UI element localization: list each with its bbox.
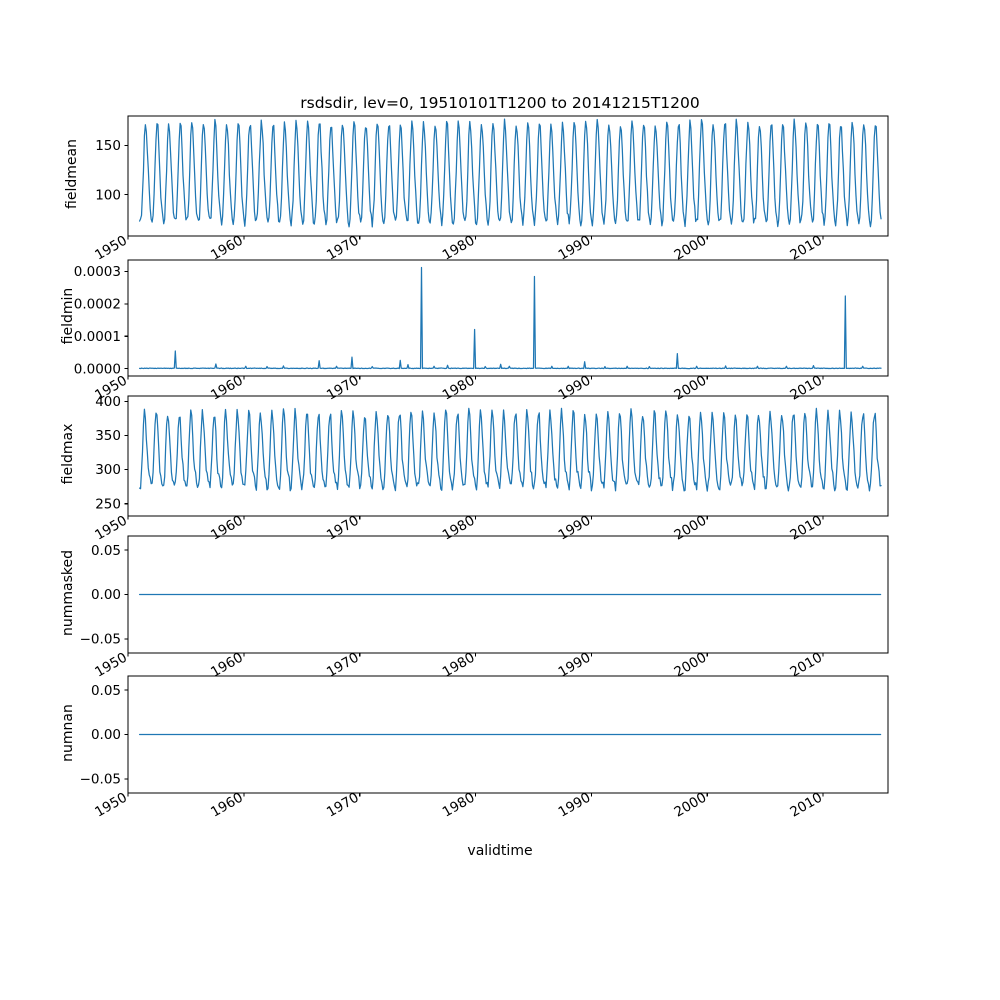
x-tick-label: 2000 [672, 650, 710, 681]
y-tick-label: −0.05 [80, 631, 121, 647]
data-line-fieldmin [138, 266, 882, 370]
y-tick-label: 100 [95, 187, 121, 203]
x-tick-label: 1980 [440, 373, 478, 404]
data-line-fieldmean [138, 118, 882, 228]
x-tick-label: 1970 [324, 790, 362, 821]
y-tick-label: 0.05 [91, 683, 121, 699]
x-tick-label: 1980 [440, 790, 478, 821]
x-tick-label: 1960 [208, 233, 246, 264]
data-line-fieldmax [138, 407, 882, 492]
y-tick-label: 150 [95, 138, 121, 154]
y-tick-label: −0.05 [80, 771, 121, 787]
y-tick-label: 300 [95, 462, 121, 478]
y-tick-label: 0.05 [91, 543, 121, 559]
y-axis-label-fieldmax: fieldmax [60, 423, 76, 485]
y-tick-label: 250 [95, 496, 121, 512]
y-axis-label-fieldmean: fieldmean [64, 139, 80, 209]
x-tick-label: 2010 [787, 373, 825, 404]
x-tick-label: 2000 [672, 790, 710, 821]
y-axis-label-fieldmin: fieldmin [60, 287, 76, 345]
axes-frame [127, 259, 889, 377]
x-tick-label: 1980 [440, 233, 478, 264]
y-tick-label: 0.00 [91, 727, 121, 743]
x-tick-label: 1970 [324, 233, 362, 264]
x-tick-label: 2010 [787, 790, 825, 821]
axes-frame [127, 395, 889, 517]
y-tick-label: 0.0000 [74, 361, 121, 377]
x-tick-label: 2000 [672, 233, 710, 264]
x-tick-label: 1960 [208, 373, 246, 404]
x-tick-label: 1980 [440, 513, 478, 544]
x-tick-label: 1950 [92, 650, 130, 681]
x-tick-label: 1980 [440, 650, 478, 681]
y-tick-label: 0.0003 [74, 264, 121, 280]
x-tick-label: 1990 [556, 513, 594, 544]
figure-title: rsdsdir, lev=0, 19510101T1200 to 2014121… [300, 94, 700, 112]
y-axis-label-nummasked: nummasked [60, 549, 76, 636]
x-tick-label: 1960 [208, 790, 246, 821]
x-tick-label: 1970 [324, 373, 362, 404]
x-tick-label: 1960 [208, 513, 246, 544]
axes-frame [127, 115, 889, 237]
x-tick-label: 1970 [324, 650, 362, 681]
x-tick-label: 2000 [672, 373, 710, 404]
x-tick-label: 1950 [92, 790, 130, 821]
x-tick-label: 2000 [672, 513, 710, 544]
axes-frame [127, 535, 889, 654]
y-axis-label-numnan: numnan [60, 703, 76, 762]
x-tick-label: 2010 [787, 650, 825, 681]
x-tick-label: 2010 [787, 233, 825, 264]
x-axis-label: validtime [467, 843, 533, 859]
x-tick-label: 1990 [556, 373, 594, 404]
x-tick-label: 1990 [556, 233, 594, 264]
x-tick-label: 1950 [92, 513, 130, 544]
x-tick-label: 1970 [324, 513, 362, 544]
x-tick-label: 1990 [556, 790, 594, 821]
y-tick-label: 400 [95, 394, 121, 410]
x-tick-label: 1960 [208, 650, 246, 681]
axes-frame [127, 675, 889, 794]
y-tick-label: 0.0001 [74, 329, 121, 345]
x-tick-label: 2010 [787, 513, 825, 544]
y-tick-label: 0.0002 [74, 296, 121, 312]
x-tick-label: 1950 [92, 373, 130, 404]
x-tick-label: 1950 [92, 233, 130, 264]
y-tick-label: 350 [95, 428, 121, 444]
x-tick-label: 1990 [556, 650, 594, 681]
y-tick-label: 0.00 [91, 587, 121, 603]
